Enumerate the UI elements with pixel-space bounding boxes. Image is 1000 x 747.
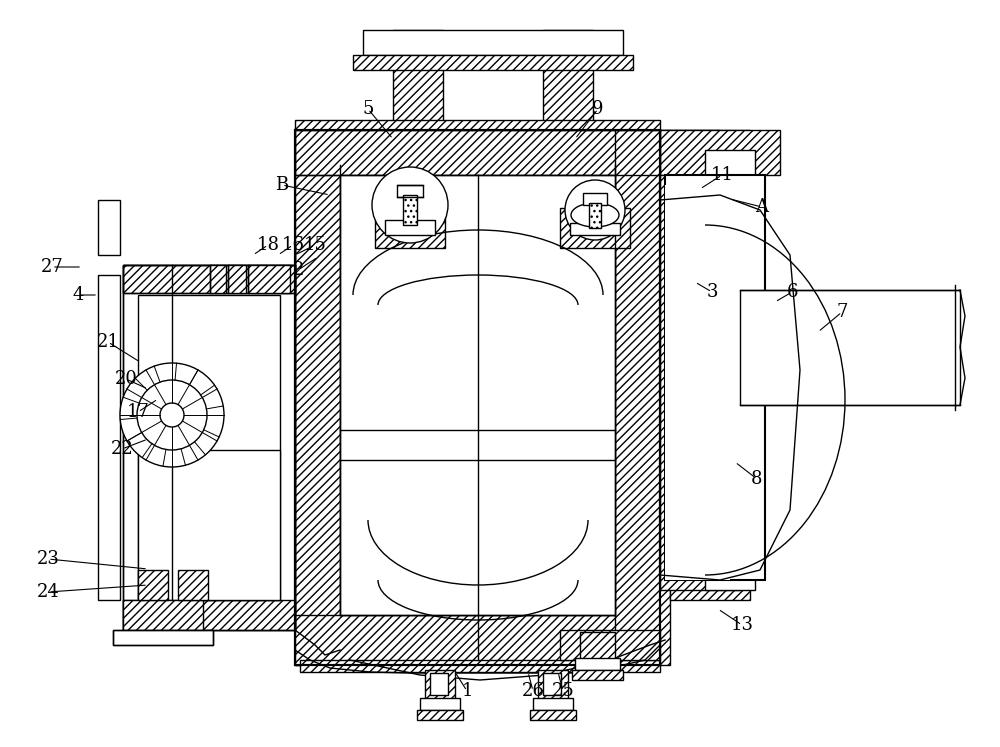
Bar <box>397 185 423 197</box>
Circle shape <box>160 403 184 427</box>
Bar <box>660 175 740 590</box>
Bar <box>113 630 213 645</box>
Text: 23: 23 <box>37 550 59 568</box>
Circle shape <box>120 363 224 467</box>
Bar <box>123 265 295 293</box>
Bar <box>295 130 660 665</box>
Text: 21: 21 <box>97 333 119 351</box>
Bar <box>425 670 455 700</box>
Text: 13: 13 <box>730 616 754 634</box>
Circle shape <box>372 167 448 243</box>
Text: B: B <box>275 176 289 194</box>
Bar <box>560 208 630 248</box>
Bar <box>615 130 660 665</box>
Bar <box>375 205 445 248</box>
Text: 26: 26 <box>522 682 544 700</box>
Circle shape <box>565 180 625 240</box>
Text: 16: 16 <box>282 236 304 254</box>
Circle shape <box>137 380 207 450</box>
Text: 5: 5 <box>362 100 374 118</box>
Text: 7: 7 <box>836 303 848 321</box>
Bar <box>580 632 615 660</box>
Bar <box>543 30 593 140</box>
Bar <box>705 150 755 590</box>
Text: 2: 2 <box>292 261 304 279</box>
Text: 17: 17 <box>127 403 149 421</box>
Text: 25: 25 <box>552 682 574 700</box>
Text: 8: 8 <box>751 470 763 488</box>
Bar <box>740 290 960 405</box>
Ellipse shape <box>571 203 619 227</box>
Bar <box>353 55 633 70</box>
Bar <box>670 130 750 600</box>
Bar <box>210 265 226 293</box>
Bar <box>575 658 620 670</box>
Text: 18: 18 <box>256 236 280 254</box>
Bar <box>665 185 730 580</box>
Bar <box>572 670 623 680</box>
Text: 9: 9 <box>592 100 604 118</box>
Bar <box>665 175 765 580</box>
Bar <box>123 600 203 630</box>
Text: 3: 3 <box>706 283 718 301</box>
Bar <box>98 275 120 600</box>
Bar <box>430 673 448 695</box>
Bar <box>295 130 660 175</box>
Text: 15: 15 <box>304 236 326 254</box>
Bar <box>113 630 213 645</box>
Bar <box>385 220 435 235</box>
Bar <box>295 130 660 175</box>
Text: 22: 22 <box>111 440 133 458</box>
Bar <box>178 570 208 600</box>
Text: A: A <box>756 198 768 216</box>
Bar <box>420 698 460 710</box>
Bar <box>560 630 660 660</box>
Bar <box>530 710 576 720</box>
Bar <box>123 265 295 293</box>
Bar <box>660 130 720 250</box>
Bar <box>123 265 295 630</box>
Bar <box>417 710 463 720</box>
Text: 11: 11 <box>710 166 734 184</box>
Bar <box>228 265 246 293</box>
Text: 24: 24 <box>37 583 59 601</box>
Bar <box>615 130 670 665</box>
Text: 27: 27 <box>41 258 63 276</box>
Text: 20: 20 <box>115 370 137 388</box>
Bar <box>363 30 623 55</box>
Bar <box>123 265 295 630</box>
Bar <box>393 30 443 140</box>
Bar <box>248 265 290 293</box>
Bar <box>570 223 620 235</box>
Bar <box>533 698 573 710</box>
Text: 1: 1 <box>461 682 473 700</box>
Bar <box>123 600 295 630</box>
Bar <box>98 200 120 255</box>
Bar <box>583 193 607 205</box>
Bar <box>295 130 340 665</box>
Bar <box>403 195 417 225</box>
Text: 4: 4 <box>72 286 84 304</box>
Bar <box>138 450 280 600</box>
Bar <box>660 130 780 175</box>
Bar <box>300 660 660 672</box>
Text: 6: 6 <box>786 283 798 301</box>
Bar <box>543 673 561 695</box>
Bar <box>295 120 660 165</box>
Bar <box>138 570 168 600</box>
Bar <box>538 670 568 700</box>
Bar <box>138 295 280 600</box>
Bar <box>295 615 660 665</box>
Bar <box>340 175 615 615</box>
Bar <box>589 203 601 228</box>
